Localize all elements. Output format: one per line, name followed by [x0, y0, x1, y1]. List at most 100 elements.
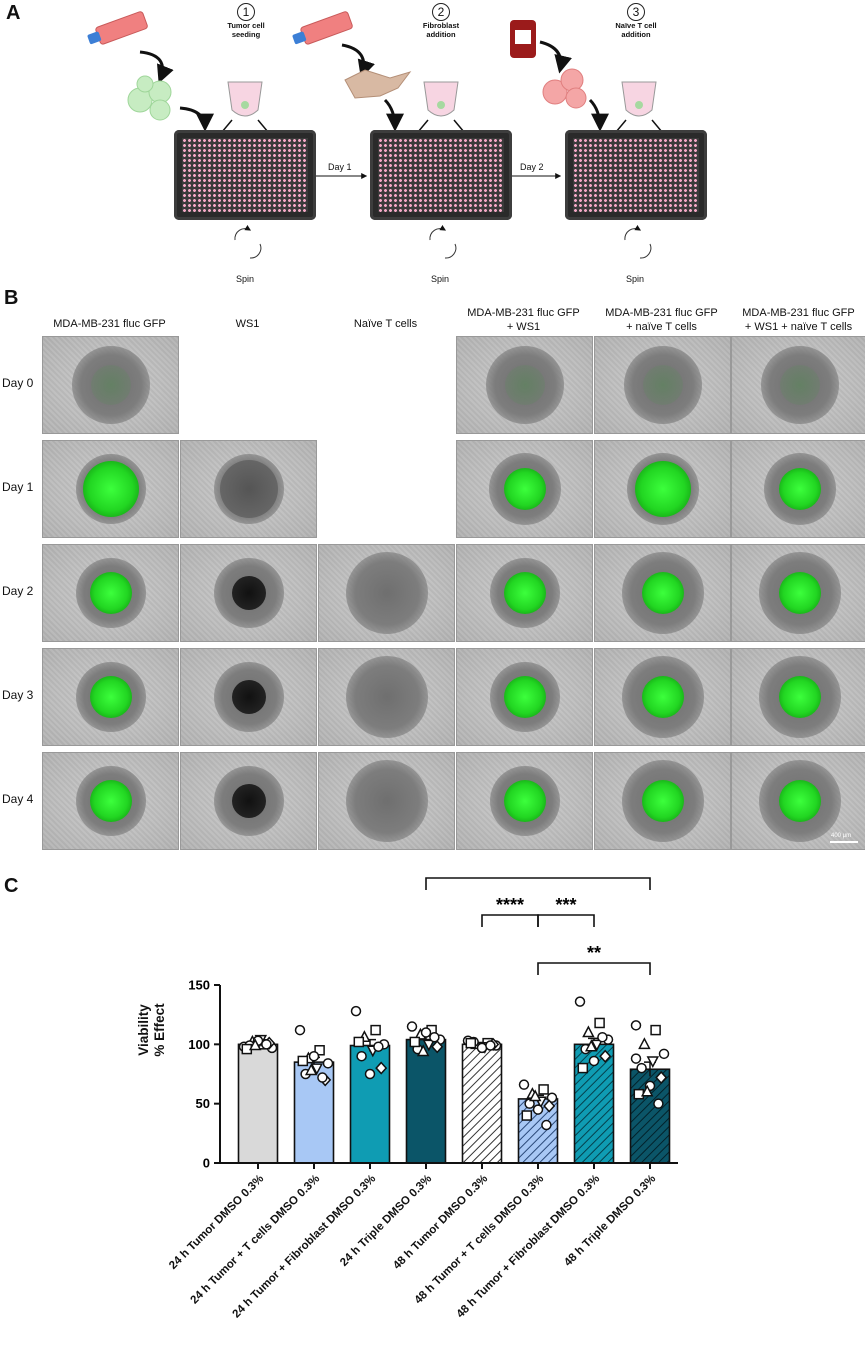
y-tick-label: 50 [196, 1096, 210, 1111]
row-header: Day 1 [2, 480, 34, 494]
scale-bar-label: 400 μm [831, 833, 852, 839]
data-point [317, 1072, 328, 1083]
micrograph [180, 648, 317, 746]
micrograph [42, 648, 179, 746]
data-point [638, 1037, 651, 1050]
data-point [294, 1024, 306, 1036]
spheroid-core [634, 461, 691, 517]
data-point [416, 1044, 430, 1057]
micrograph [180, 544, 317, 642]
data-point [370, 1024, 381, 1036]
data-point [528, 1089, 542, 1102]
spheroid-core [641, 676, 684, 718]
significance-bracket [537, 914, 595, 927]
data-point [653, 1098, 664, 1109]
spheroid-halo [345, 552, 428, 634]
column-header-line: MDA-MB-231 fluc GFP [742, 307, 855, 319]
spheroid-core [231, 576, 266, 610]
micrograph [318, 544, 455, 642]
data-point [353, 1036, 365, 1048]
spin-label: Spin [235, 274, 254, 284]
spheroid-halo [760, 346, 839, 424]
data-point [350, 1005, 362, 1017]
well-plate [174, 130, 316, 220]
bar [405, 1038, 447, 1164]
data-point [322, 1058, 334, 1069]
column-header: MDA-MB-231 fluc GFP + WS1 [451, 306, 596, 334]
data-point [646, 1056, 660, 1069]
spheroid-core [503, 468, 546, 510]
row-header: Day 2 [2, 584, 34, 598]
data-point [248, 1038, 262, 1051]
data-point [650, 1024, 661, 1036]
step-number: 1 [237, 3, 255, 21]
data-point [422, 1039, 436, 1052]
step-label: Tumor cell seeding [227, 21, 265, 39]
data-point [476, 1042, 488, 1054]
micrograph [456, 544, 593, 642]
data-point [577, 1062, 589, 1074]
data-point [640, 1084, 654, 1097]
day-label: Day 1 [328, 162, 352, 172]
column-header: MDA-MB-231 fluc GFP + WS1 + naïve T cells [726, 306, 865, 334]
panel-a-letter: A [6, 2, 21, 24]
data-point [630, 1053, 642, 1064]
micrograph [318, 752, 455, 850]
spin-icon [429, 224, 457, 259]
y-tick-label: 0 [203, 1156, 210, 1171]
spheroid-core [778, 572, 821, 614]
data-point [465, 1037, 477, 1049]
bar [461, 1043, 503, 1164]
micrograph [594, 544, 731, 642]
column-header: Naïve T cells [313, 317, 458, 331]
column-header: MDA-MB-231 fluc GFP [37, 317, 182, 331]
step-number: 3 [627, 3, 645, 21]
data-point [420, 1027, 432, 1038]
micrograph [594, 336, 731, 434]
data-point [485, 1040, 496, 1051]
spin-icon [624, 224, 652, 259]
data-point [636, 1062, 647, 1074]
spheroid-core [89, 780, 132, 822]
data-point [373, 1041, 384, 1052]
tumor-cells-icon [127, 75, 172, 121]
data-point [630, 1020, 642, 1031]
spheroid-core [779, 365, 820, 405]
micrograph [42, 440, 179, 538]
column-header-line: Naïve T cells [353, 318, 418, 330]
micrograph [594, 440, 731, 538]
spheroid-core [89, 676, 132, 718]
column-header-line: + naïve T cells [626, 321, 697, 333]
micrograph [456, 648, 593, 746]
micrograph [594, 648, 731, 746]
spheroid-core [231, 784, 266, 818]
flask-icon [87, 11, 148, 45]
column-header-line: WS1 [235, 318, 260, 330]
micrograph [180, 440, 317, 538]
micrograph [731, 544, 865, 642]
micrograph [456, 440, 593, 538]
data-point [597, 1031, 608, 1043]
significance-label: *** [555, 895, 576, 915]
column-header-line: + WS1 [506, 321, 541, 333]
spheroid-halo [71, 346, 150, 424]
scale-bar [830, 841, 858, 843]
data-point [521, 1110, 533, 1121]
micrograph [318, 648, 455, 746]
data-point [297, 1055, 309, 1067]
column-header: MDA-MB-231 fluc GFP + naïve T cells [589, 306, 734, 334]
step-number: 2 [432, 3, 450, 21]
data-point [584, 1039, 598, 1052]
data-point [356, 1050, 367, 1062]
spin-icon [234, 224, 262, 259]
micrograph [594, 752, 731, 850]
spheroid-halo [485, 346, 564, 424]
column-header-line: MDA-MB-231 fluc GFP [53, 318, 166, 330]
spheroid-core [778, 780, 821, 822]
y-tick-label: 150 [188, 978, 210, 993]
spheroid-core [90, 365, 131, 405]
spheroid-core [778, 676, 821, 718]
micrograph [180, 752, 317, 850]
data-point [431, 1040, 444, 1054]
micrograph [42, 752, 179, 850]
